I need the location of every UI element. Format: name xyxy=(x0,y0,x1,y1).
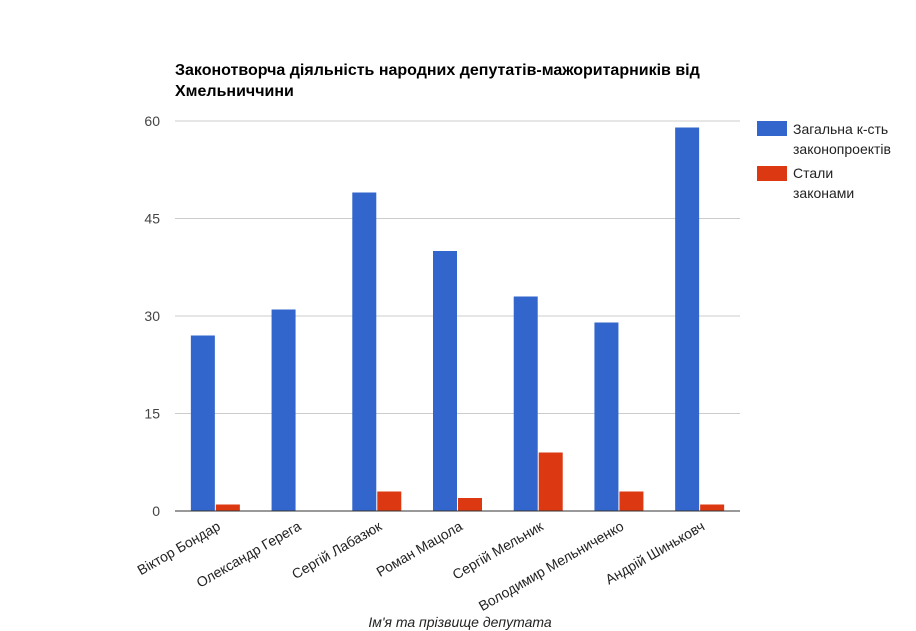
y-tick-label-0: 0 xyxy=(152,503,160,519)
legend-swatch-laws xyxy=(757,166,787,181)
legend-label-total-line-2: законопроектів xyxy=(793,141,891,157)
x-tick-label-2: Сергій Лабазюк xyxy=(289,517,385,582)
y-tick-label-2: 30 xyxy=(144,308,160,324)
chart-title: Законотворча діяльність народних депутат… xyxy=(175,62,700,100)
bar-series-1-cat-4 xyxy=(538,452,563,511)
chart-title-line-2: Хмельниччини xyxy=(175,83,294,100)
bar-series-1-cat-6 xyxy=(700,504,725,511)
y-tick-label-3: 45 xyxy=(144,211,160,227)
bar-series-0-cat-1 xyxy=(271,309,296,511)
x-tick-label-5: Володимир Мельниченко xyxy=(476,518,627,614)
bar-series-1-cat-3 xyxy=(458,498,482,511)
gridlines xyxy=(175,120,740,414)
bar-series-0-cat-6 xyxy=(675,127,700,511)
y-tick-label-1: 15 xyxy=(144,406,160,422)
legend: Загальна к-сть законопроектів Стали зако… xyxy=(757,121,891,201)
bar-series-0-cat-3 xyxy=(433,251,457,511)
bar-series-1-cat-5 xyxy=(619,491,644,511)
legend-label-total-line-1: Загальна к-сть xyxy=(793,121,888,137)
bar-series-1-cat-2 xyxy=(377,491,402,511)
bar-series-0-cat-5 xyxy=(594,322,619,511)
bar-series-0-cat-0 xyxy=(190,335,215,511)
legend-label-laws-line-2: законами xyxy=(793,185,854,201)
y-tick-label-4: 60 xyxy=(144,113,160,129)
bar-series-0-cat-2 xyxy=(352,192,377,511)
bar-series-0-cat-4 xyxy=(513,296,538,511)
bar-series-1-cat-0 xyxy=(215,504,240,511)
chart-title-line-1: Законотворча діяльність народних депутат… xyxy=(175,62,700,79)
legend-label-laws-line-1: Стали xyxy=(793,165,833,181)
bars xyxy=(190,127,725,511)
y-axis-ticks: 0 15 30 45 60 xyxy=(144,113,160,519)
legend-swatch-total xyxy=(757,121,787,136)
x-axis-title: Ім'я та прізвище депутата xyxy=(368,614,552,630)
